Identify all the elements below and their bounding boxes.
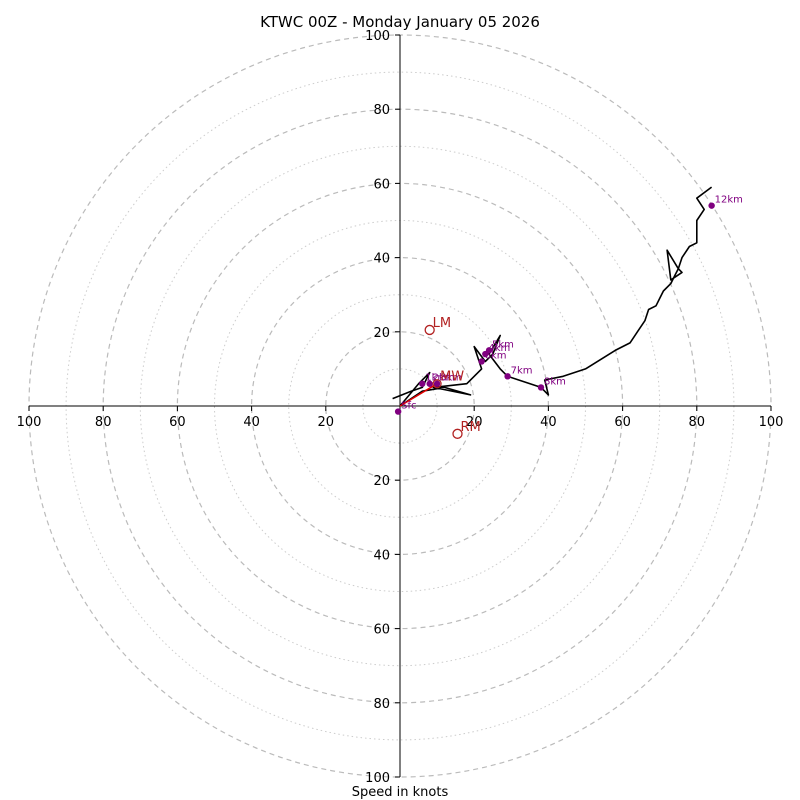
y-tick-label: 100	[365, 29, 390, 44]
y-tick-label: 60	[373, 623, 390, 638]
mean-wind-marker	[432, 379, 442, 389]
storm-motion-rm	[452, 428, 463, 439]
height-point-12km	[708, 202, 715, 209]
y-tick-label: 80	[373, 697, 390, 712]
x-tick-label: 60	[614, 415, 631, 430]
height-label-6km: 6km	[485, 350, 507, 361]
height-label-3km: 3km	[440, 373, 462, 384]
storm-motion-markers: LM RM MW	[424, 316, 481, 439]
y-tick-label: 60	[373, 177, 390, 192]
height-point-sfc	[394, 408, 402, 415]
storm-motion-label-rm: RM	[461, 420, 481, 435]
y-tick-label: 20	[373, 326, 390, 341]
y-tick-label: 100	[365, 771, 390, 786]
height-label-12km: 12km	[715, 195, 743, 206]
storm-motion-lm	[424, 324, 435, 336]
x-tick-label: 40	[540, 415, 557, 430]
x-tick-label: 80	[689, 415, 706, 430]
y-tick-label: 80	[373, 103, 390, 118]
mean-wind-vector	[399, 383, 438, 407]
wind-trace	[392, 186, 713, 407]
height-point-2km	[426, 380, 433, 387]
wind-trace-line	[392, 186, 713, 407]
x-tick-label: 40	[243, 415, 260, 430]
chart-title: KTWC 00Z - Monday January 05 2026	[260, 13, 540, 31]
height-label-2km: 2km	[433, 373, 455, 384]
height-label-1km: 1km	[425, 373, 447, 384]
x-tick-label: 20	[466, 415, 483, 430]
height-label-4km: 4km	[488, 343, 510, 354]
height-point-6km	[478, 358, 485, 365]
x-axis-label: Speed in knots	[352, 785, 449, 800]
x-tick-label: 80	[95, 415, 112, 430]
x-tick-label: 20	[318, 415, 335, 430]
height-point-1km	[419, 380, 426, 387]
height-label-8km: 8km	[544, 376, 566, 387]
height-point-3km	[433, 380, 441, 387]
y-tick-label: 20	[373, 474, 390, 489]
mean-wind-label: MW	[440, 370, 464, 385]
height-label-sfc: Sfc	[401, 401, 416, 412]
height-label-5km: 5km	[492, 339, 514, 350]
x-tick-label: 60	[169, 415, 186, 430]
axis-ticks: 100 80 60 40 20 20 40 60 80 100 20 20 40 40 60 60 80 80 10…	[17, 29, 784, 786]
y-tick-label: 40	[373, 252, 390, 267]
height-point-8km	[537, 384, 545, 391]
storm-motion-label-lm: LM	[433, 316, 451, 331]
x-tick-label: 100	[759, 415, 784, 430]
x-tick-label: 100	[17, 415, 42, 430]
height-point-5km	[485, 347, 493, 354]
height-point-7km	[504, 373, 511, 380]
y-tick-label: 40	[373, 548, 390, 563]
height-label-7km: 7km	[511, 365, 533, 376]
